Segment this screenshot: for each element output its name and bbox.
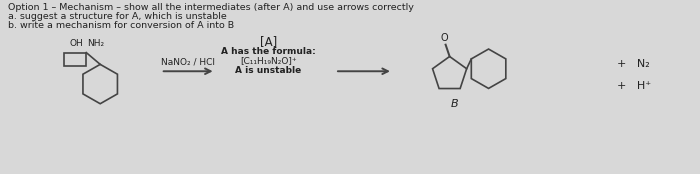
Text: NaNO₂ / HCl: NaNO₂ / HCl (161, 57, 215, 66)
Text: OH: OH (69, 39, 83, 48)
Text: b. write a mechanism for conversion of A into B: b. write a mechanism for conversion of A… (8, 21, 234, 30)
Text: +   H⁺: + H⁺ (617, 81, 651, 91)
Text: Option 1 – Mechanism – show all the intermediates (after A) and use arrows corre: Option 1 – Mechanism – show all the inte… (8, 3, 414, 12)
Text: +   N₂: + N₂ (617, 59, 650, 69)
Text: [A]: [A] (260, 35, 277, 48)
Text: a. suggest a structure for A, which is unstable: a. suggest a structure for A, which is u… (8, 12, 227, 21)
Text: A is unstable: A is unstable (235, 66, 302, 75)
Text: [C₁₁H₁₉N₂O]⁺: [C₁₁H₁₉N₂O]⁺ (240, 57, 297, 65)
Text: O: O (441, 33, 449, 43)
Text: B: B (451, 99, 458, 109)
Text: A has the formula:: A has the formula: (221, 47, 316, 56)
Text: NH₂: NH₂ (88, 39, 104, 48)
